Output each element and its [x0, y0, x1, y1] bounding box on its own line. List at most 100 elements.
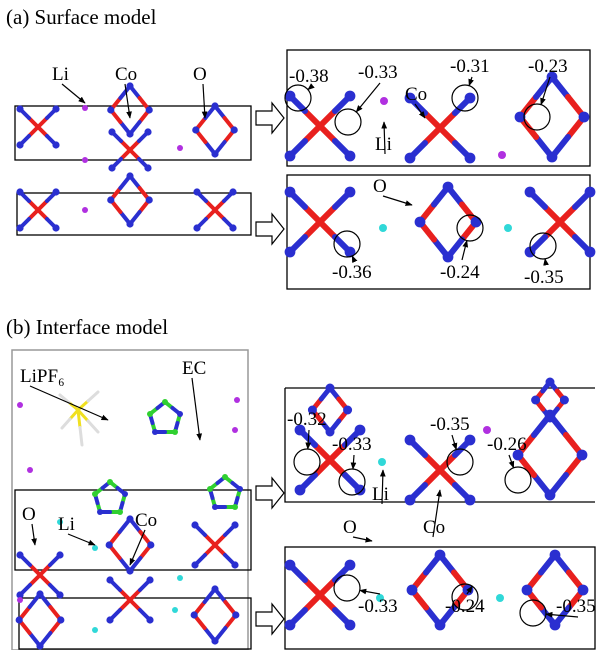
atom	[407, 585, 418, 596]
atom	[345, 151, 356, 162]
atom	[126, 515, 133, 522]
atom	[16, 188, 23, 195]
atom	[56, 551, 63, 558]
bond	[425, 128, 440, 143]
atom	[232, 427, 238, 433]
pointer-arrow	[203, 84, 205, 118]
atom	[405, 153, 416, 164]
atom	[379, 224, 387, 232]
bond	[425, 113, 440, 128]
atom	[531, 396, 540, 405]
atom-label: Li	[58, 514, 75, 535]
bond	[62, 419, 70, 428]
atom	[177, 575, 183, 581]
pointer-arrow	[68, 534, 95, 545]
atom	[465, 435, 476, 446]
bond	[120, 600, 130, 610]
atom	[546, 378, 555, 387]
pointer-arrow	[545, 259, 546, 265]
atom	[471, 217, 482, 228]
atom	[378, 458, 386, 466]
atom	[193, 188, 200, 195]
atom	[191, 561, 198, 568]
atom	[36, 642, 43, 649]
bond	[425, 470, 440, 485]
atom	[483, 426, 491, 434]
atom	[231, 561, 238, 568]
bond	[215, 535, 225, 545]
bond	[78, 410, 80, 428]
bond	[440, 113, 455, 128]
atom	[345, 187, 356, 198]
pointer-arrow	[356, 83, 380, 112]
bond	[545, 207, 560, 222]
atom-label: Li	[375, 134, 392, 155]
atom	[212, 504, 218, 510]
bond	[215, 545, 225, 555]
bond	[130, 600, 140, 610]
atom	[177, 411, 183, 417]
charge-label: -0.35	[524, 267, 564, 288]
atom	[222, 474, 228, 480]
bond	[560, 222, 575, 237]
atom	[232, 504, 238, 510]
atom	[108, 164, 115, 171]
panel-title: (a) Surface model	[6, 5, 157, 29]
bond	[320, 111, 335, 126]
atom	[146, 106, 153, 113]
atom	[234, 397, 240, 403]
atom	[52, 224, 59, 231]
bond	[88, 421, 98, 432]
pointer-arrow	[353, 455, 354, 469]
bond	[88, 392, 98, 401]
bond	[320, 126, 335, 141]
atom	[498, 151, 506, 159]
atom	[126, 172, 133, 179]
bond	[30, 575, 40, 585]
atom	[16, 616, 23, 623]
pointer-arrow	[30, 386, 108, 420]
bond	[440, 128, 455, 143]
charge-label: -0.33	[358, 596, 398, 617]
atom	[107, 106, 114, 113]
atom-label: Co	[405, 84, 427, 105]
atom	[229, 188, 236, 195]
atom-label: O	[22, 504, 36, 525]
atom	[547, 152, 558, 163]
atom	[465, 93, 476, 104]
atom-label: Co	[135, 510, 157, 531]
atom	[207, 486, 213, 492]
atom	[285, 560, 296, 571]
atom	[191, 521, 198, 528]
bond	[305, 111, 320, 126]
atom	[107, 479, 113, 485]
bond	[320, 595, 335, 610]
atom	[465, 153, 476, 164]
atom	[144, 128, 151, 135]
bond	[545, 222, 560, 237]
atom	[443, 182, 454, 193]
atom-label: Co	[115, 64, 137, 85]
atom	[550, 620, 561, 631]
pointer-arrow	[308, 87, 311, 90]
atom	[345, 620, 356, 631]
atom	[144, 164, 151, 171]
atom	[97, 509, 103, 515]
atom	[326, 384, 335, 393]
atom	[504, 224, 512, 232]
pointer-arrow	[352, 256, 354, 260]
pointer-arrow	[308, 430, 309, 449]
pointer-arrow	[509, 455, 514, 468]
charge-label: -0.33	[358, 62, 398, 83]
atom	[122, 491, 128, 497]
atom	[585, 247, 596, 258]
bond	[315, 445, 330, 460]
charge-label: -0.26	[487, 434, 527, 455]
atom	[211, 585, 218, 592]
atom	[82, 105, 88, 111]
atom	[405, 435, 416, 446]
atom-label: O	[193, 64, 207, 85]
atom	[191, 611, 198, 618]
atom	[231, 521, 238, 528]
atom	[577, 450, 588, 461]
